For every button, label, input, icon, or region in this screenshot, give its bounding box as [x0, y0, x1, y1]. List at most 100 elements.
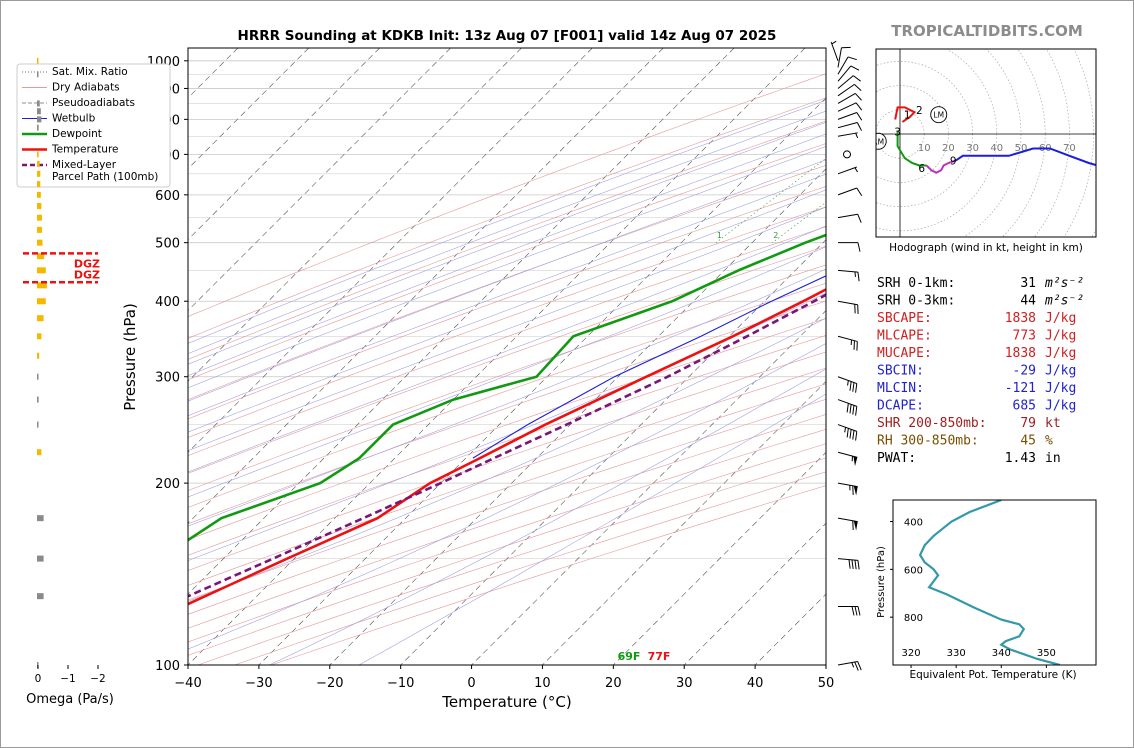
dry-adiabat [188, 300, 826, 525]
x-tick-label: −30 [245, 676, 272, 691]
index-row: RH 300-850mb: 45% [877, 434, 1053, 449]
index-unit: in [1045, 451, 1061, 466]
wind-barb [837, 65, 860, 82]
index-value: -121 [1005, 381, 1036, 396]
hodograph-height-label: 6 [918, 163, 925, 175]
wind-barb [838, 242, 861, 252]
x-tick-label: −40 [174, 676, 201, 691]
index-value: 1838 [1005, 346, 1036, 361]
mixing-ratio-line [715, 157, 826, 243]
moist-adiabat [188, 133, 826, 376]
index-value: -29 [1013, 364, 1036, 379]
omega-bar [37, 555, 44, 562]
theta-e-x-tick-label: 340 [992, 648, 1011, 659]
moist-adiabat [188, 159, 826, 402]
wind-barb [830, 40, 839, 61]
omega-x-tick-label: −1 [60, 673, 75, 685]
y-tick-label: 200 [155, 477, 180, 492]
storm-motion-marker [876, 132, 887, 150]
index-label: RH 300-850mb: [877, 434, 979, 449]
omega-bar [37, 57, 39, 64]
index-label: MUCAPE: [877, 346, 932, 361]
moist-adiabat [188, 246, 826, 498]
series-dewpoint [188, 233, 826, 542]
wind-barb [837, 102, 863, 112]
omega-x-tick-label: −2 [90, 673, 105, 685]
dry-adiabat [188, 120, 826, 360]
omega-bar [37, 181, 41, 188]
dry-adiabat [188, 206, 826, 438]
dry-adiabat [188, 165, 826, 400]
theta-e-y-tick-label: 800 [904, 613, 923, 624]
wind-barb [837, 46, 851, 68]
index-row: SRH 0-3km: 44 m²s⁻² [877, 294, 1084, 309]
isotherm [188, 48, 806, 665]
moist-adiabat [188, 173, 826, 417]
x-tick-label: −10 [387, 676, 414, 691]
dry-adiabat [188, 264, 826, 491]
moist-adiabat [188, 146, 826, 389]
omega-bar [37, 191, 41, 198]
omega-bar [37, 373, 39, 380]
wind-barb [837, 399, 858, 416]
x-tick-label: 40 [747, 676, 764, 691]
index-unit: m²s⁻² [1044, 294, 1084, 309]
index-value: 45 [1020, 434, 1036, 449]
omega-bar [37, 170, 41, 177]
wind-barb [837, 269, 860, 282]
moist-adiabat [188, 292, 826, 561]
moist-adiabat [188, 206, 826, 451]
figure-title: HRRR Sounding at KDKB Init: 13z Aug 07 [… [238, 28, 777, 44]
legend-item: Wetbulb [52, 113, 96, 125]
moist-adiabat [188, 189, 826, 433]
mixing-ratio-line [833, 48, 1098, 243]
index-row: MLCAPE: 773 J/kg [877, 329, 1076, 344]
mixing-ratio-label: 8 [899, 231, 904, 240]
omega-bar [37, 214, 42, 221]
index-row: PWAT: 1.43 in [877, 451, 1061, 466]
y-tick-label: 600 [155, 189, 180, 204]
mixing-ratio-label: 2 [773, 231, 778, 240]
hodograph-height-label: 9 [950, 156, 957, 168]
series-temperature [188, 287, 826, 606]
hodograph-ring-label: 40 [990, 143, 1003, 154]
index-row: DCAPE: 685 J/kg [877, 399, 1076, 414]
wind-barb [837, 335, 858, 351]
legend: Sat. Mix. Ratio Dry Adiabats Pseudoadiabat… [16, 63, 171, 188]
index-value: 44 [1020, 294, 1036, 309]
wind-barb [837, 424, 858, 441]
x-tick-label: 20 [605, 676, 622, 691]
isotherm [188, 48, 380, 241]
dry-adiabat [188, 335, 826, 556]
moist-adiabat [188, 110, 826, 354]
omega-bar [37, 333, 42, 340]
hodograph-height-label: 1 [904, 110, 911, 122]
y-tick-label: 500 [155, 237, 180, 252]
theta-e-x-tick-label: 350 [1037, 648, 1056, 659]
omega-bar [37, 282, 47, 289]
moist-adiabat [358, 393, 826, 665]
x-tick-label: 0 [467, 676, 475, 691]
index-label: SHR 200-850mb: [877, 416, 987, 431]
moist-adiabat [269, 368, 826, 665]
dry-adiabat [188, 399, 826, 615]
wind-barb [837, 376, 858, 393]
wind-barb [837, 93, 862, 104]
sounding-indices: SRH 0-1km: 31 m²s⁻² SRH 0-3km: 44 m²s⁻² SBCAPE… [877, 276, 1084, 466]
dry-adiabat [234, 471, 826, 665]
dry-adiabat [188, 367, 826, 586]
wind-barb [837, 213, 862, 223]
index-unit: J/kg [1045, 399, 1076, 414]
legend-item: Mixed-Layer Parcel Path (100mb) [52, 159, 158, 183]
mixing-ratio-label: 10 [918, 231, 928, 240]
theta-e-panel: 320 330 340 350 400 600 800 Equivalent Pot. Te… [876, 499, 1097, 681]
hodograph-trace [955, 147, 1096, 167]
mixing-ratio-label: 6 [871, 231, 876, 240]
hodograph-trace [925, 159, 957, 174]
index-row: SRH 0-1km: 31 m²s⁻² [877, 276, 1084, 291]
index-label: MLCIN: [877, 381, 924, 396]
omega-bar [37, 352, 40, 359]
